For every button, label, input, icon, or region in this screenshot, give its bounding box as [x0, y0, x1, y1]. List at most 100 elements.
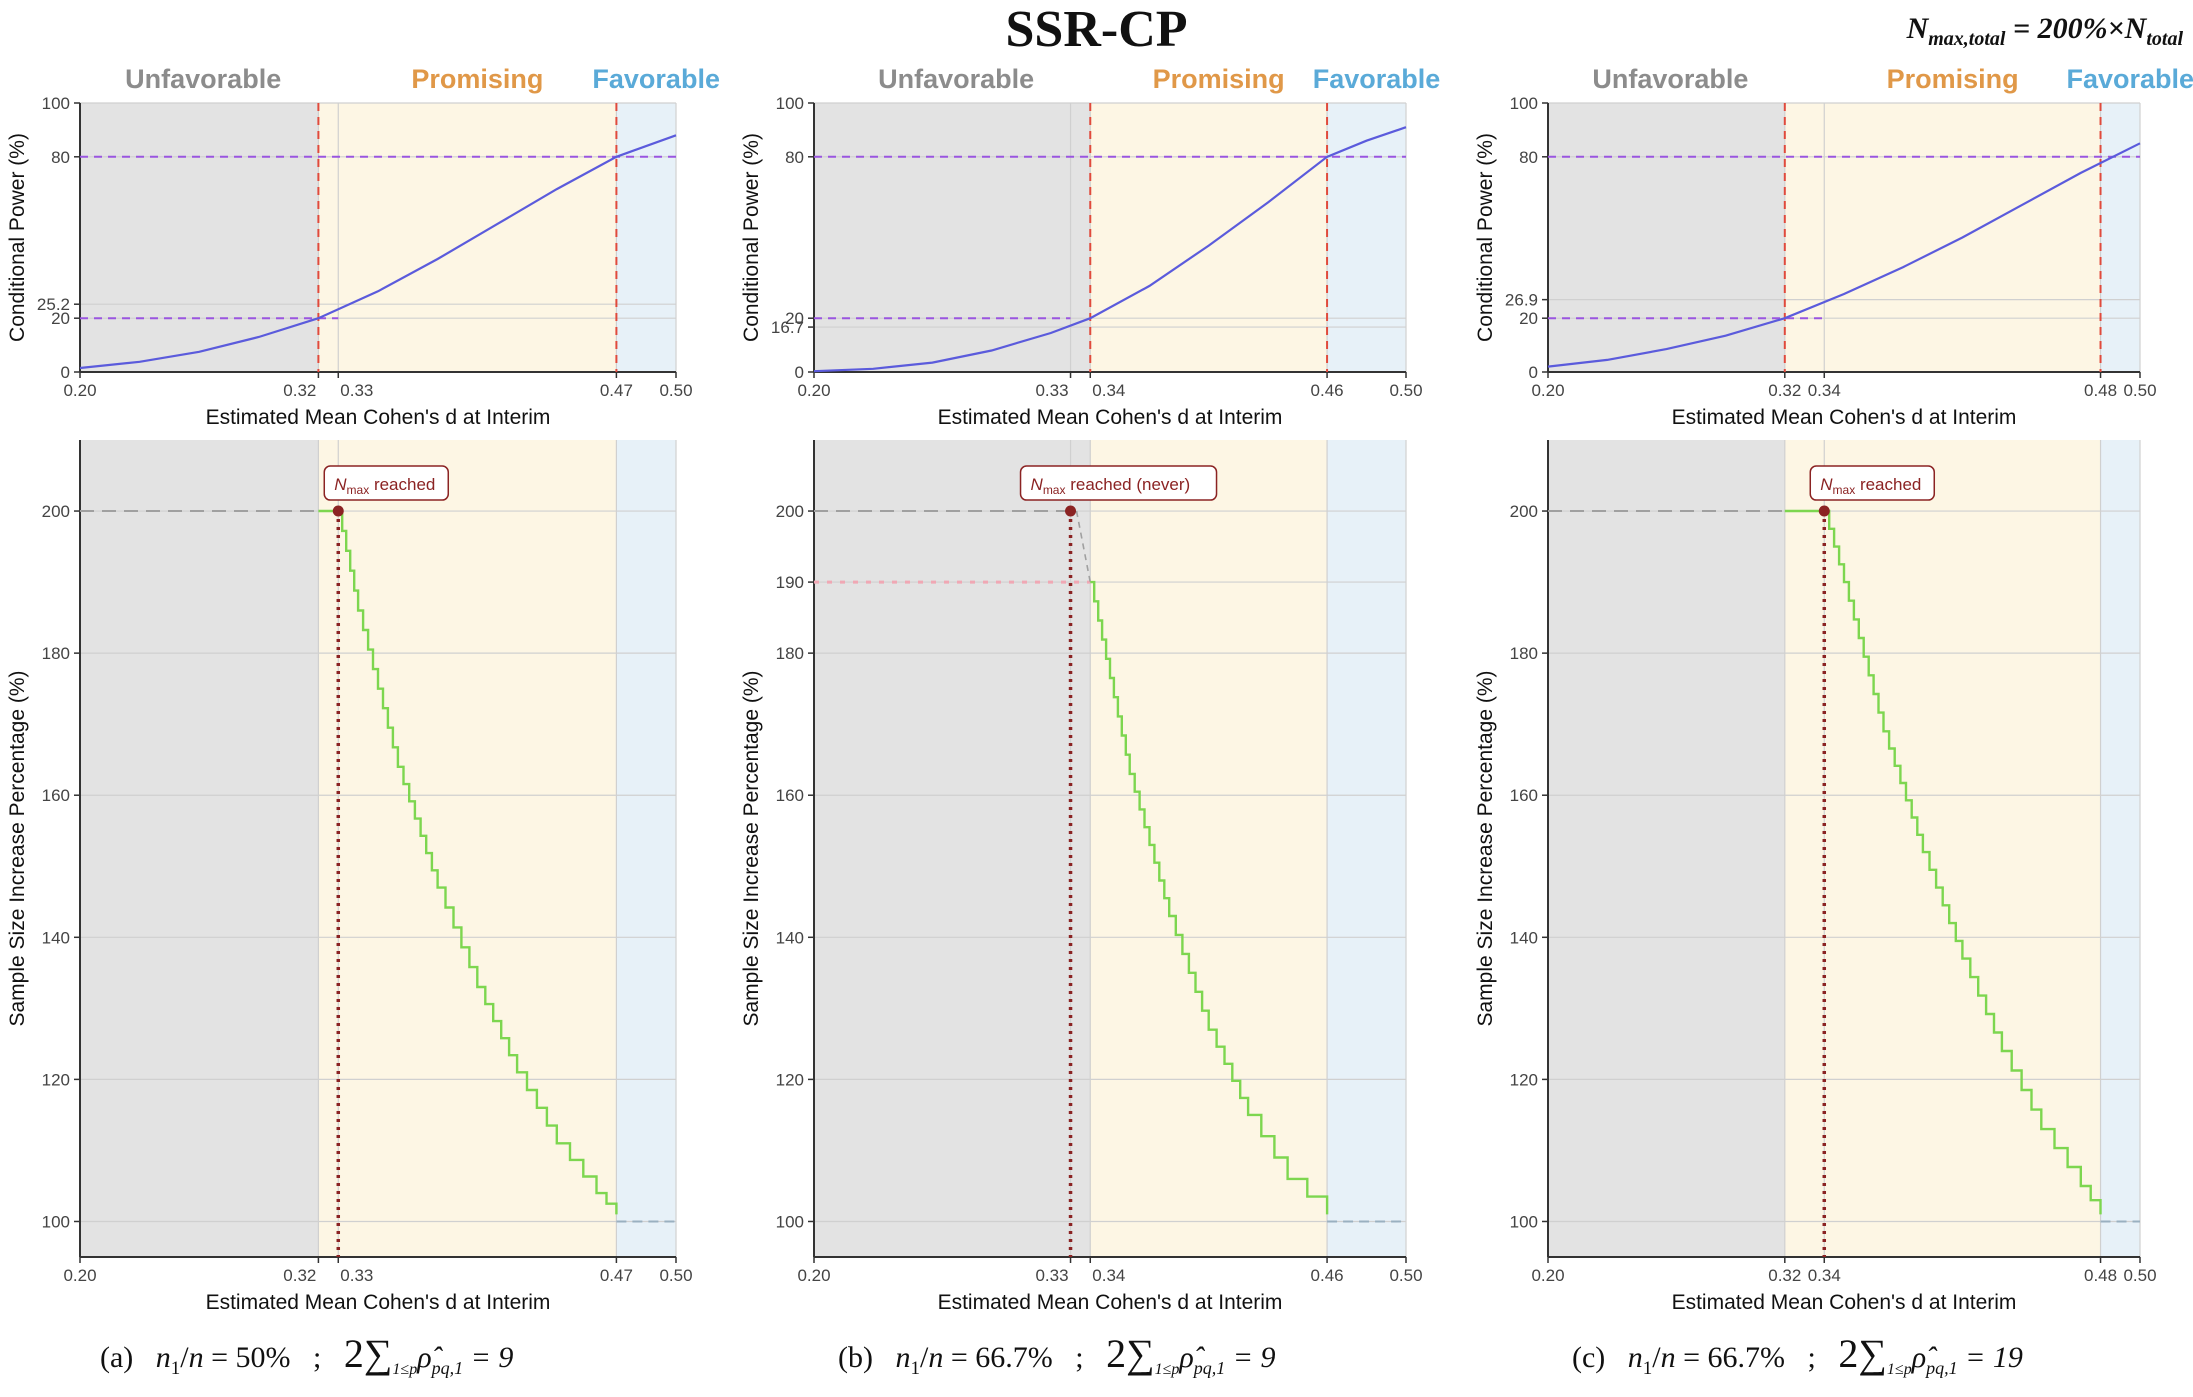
y-tick-label: 140 [1510, 928, 1538, 947]
x-tick-label: 0.34 [1092, 381, 1125, 400]
x-tick-label: 0.47 [600, 381, 633, 400]
favorable-zone [1327, 440, 1406, 1257]
x-tick-label: 0.33 [340, 381, 373, 400]
promising-zone [1090, 103, 1328, 372]
x-tick-label: 0.32 [283, 1266, 316, 1285]
x-tick-label: 0.50 [2123, 381, 2156, 400]
x-tick-label: 0.32 [283, 381, 316, 400]
y-tick-label: 80 [51, 148, 70, 167]
x-axis-title: Estimated Mean Cohen's d at Interim [1672, 1291, 2017, 1314]
nmax-point [1065, 505, 1077, 517]
nmax-label: Nmax reached (never) [1031, 475, 1191, 497]
y-tick-label: 100 [1510, 94, 1538, 113]
x-tick-label: 0.46 [1311, 1266, 1344, 1285]
y-tick-label: 25.2 [37, 295, 70, 314]
unfavorable-zone [814, 103, 1091, 372]
x-axis-title: Estimated Mean Cohen's d at Interim [206, 406, 551, 429]
x-axis-title: Estimated Mean Cohen's d at Interim [938, 406, 1283, 429]
x-tick-label: 0.32 [1768, 1266, 1801, 1285]
y-axis-title: Conditional Power (%) [6, 133, 29, 342]
y-tick-label: 100 [1510, 1212, 1538, 1231]
y-tick-label: 26.9 [1505, 291, 1538, 310]
favorable-zone [616, 103, 676, 372]
x-tick-label: 0.20 [797, 1266, 830, 1285]
unfavorable-zone [1548, 440, 1785, 1257]
y-tick-label: 200 [1510, 502, 1538, 521]
x-tick-label: 0.50 [1389, 381, 1422, 400]
y-tick-label: 120 [42, 1070, 70, 1089]
x-tick-label: 0.34 [1092, 1266, 1125, 1285]
y-tick-label: 0 [61, 363, 70, 382]
x-tick-label: 0.46 [1311, 381, 1344, 400]
x-axis-title: Estimated Mean Cohen's d at Interim [938, 1291, 1283, 1314]
y-tick-label: 80 [785, 148, 804, 167]
zone-label-unfavorable: Unfavorable [878, 64, 1034, 94]
sample-size-panel-b: 100 120 140 160 180 190 200 0.20 0.33 0.34 0.46 0.5… [740, 440, 1423, 1314]
y-tick-label: 20 [51, 309, 70, 328]
gap-guide [1075, 510, 1092, 583]
conditional-power-curve [813, 126, 1407, 373]
y-axis-title: Conditional Power (%) [740, 133, 763, 342]
top-formula: Nmax,total = 200%×Ntotal [1906, 12, 2183, 50]
zone-label-promising: Promising [411, 64, 543, 94]
nmax-point [332, 505, 344, 517]
x-tick-label: 0.48 [2084, 381, 2117, 400]
y-tick-label: 180 [1510, 644, 1538, 663]
y-axis-title: Sample Size Increase Percentage (%) [6, 670, 29, 1026]
sample-size-panel-a: 100 120 140 160 180 200 0.20 0.32 0.33 0.47 0.50 Es… [6, 440, 693, 1314]
y-tick-label: 140 [42, 928, 70, 947]
x-tick-label: 0.33 [1035, 381, 1068, 400]
zone-label-favorable: Favorable [2066, 64, 2193, 94]
y-tick-label: 100 [776, 94, 804, 113]
y-tick-label: 180 [776, 644, 804, 663]
x-tick-label: 0.50 [659, 1266, 692, 1285]
promising-zone [1784, 103, 2101, 372]
zone-label-promising: Promising [1153, 64, 1285, 94]
favorable-zone [2100, 440, 2140, 1257]
sample-size-panel-c: 100 120 140 160 180 200 0.20 0.32 0.34 0.48 0.50 Es… [1474, 440, 2157, 1314]
x-tick-label: 0.20 [797, 381, 830, 400]
nmax-label: Nmax reached [1820, 475, 1921, 497]
caption-a: (a) n1/n = 50% ; 2∑1≤pρ̂pq,1 = 9 [100, 1331, 514, 1379]
x-axis-title: Estimated Mean Cohen's d at Interim [1672, 406, 2017, 429]
favorable-zone [2100, 103, 2140, 372]
y-tick-label: 180 [42, 644, 70, 663]
y-tick-label: 16.7 [771, 318, 804, 337]
unfavorable-zone [814, 440, 1091, 1257]
x-tick-label: 0.33 [340, 1266, 373, 1285]
y-tick-label: 160 [776, 786, 804, 805]
zone-label-unfavorable: Unfavorable [125, 64, 281, 94]
sample-size-step-curve [318, 509, 618, 1215]
y-tick-label: 100 [42, 1212, 70, 1231]
caption-c: (c) n1/n = 66.7% ; 2∑1≤pρ̂pq,1 = 19 [1572, 1331, 2023, 1379]
promising-zone [318, 103, 617, 372]
x-tick-label: 0.20 [1531, 381, 1564, 400]
y-tick-label: 140 [776, 928, 804, 947]
y-tick-label: 200 [42, 502, 70, 521]
unfavorable-zone [80, 103, 319, 372]
y-axis-title: Conditional Power (%) [1474, 133, 1497, 342]
zone-label-promising: Promising [1887, 64, 2019, 94]
x-tick-label: 0.20 [63, 1266, 96, 1285]
x-axis-title: Estimated Mean Cohen's d at Interim [206, 1291, 551, 1314]
y-axis-title: Sample Size Increase Percentage (%) [1474, 670, 1497, 1026]
y-tick-label: 100 [42, 94, 70, 113]
y-tick-label: 20 [785, 309, 804, 328]
unfavorable-zone [80, 440, 319, 1257]
y-tick-label: 0 [1529, 363, 1538, 382]
x-tick-label: 0.50 [1389, 1266, 1422, 1285]
y-tick-label: 160 [42, 786, 70, 805]
favorable-zone [616, 440, 676, 1257]
x-tick-label: 0.50 [659, 381, 692, 400]
promising-zone [1784, 440, 2101, 1257]
y-tick-label: 120 [776, 1070, 804, 1089]
x-tick-label: 0.48 [2084, 1266, 2117, 1285]
sample-size-step-curve [1090, 580, 1329, 1215]
nmax-label: Nmax reached [334, 475, 435, 497]
y-tick-label: 190 [776, 573, 804, 592]
nmax-point [1818, 505, 1830, 517]
nmax-label-box [323, 465, 450, 501]
zone-label-favorable: Favorable [1313, 64, 1441, 94]
